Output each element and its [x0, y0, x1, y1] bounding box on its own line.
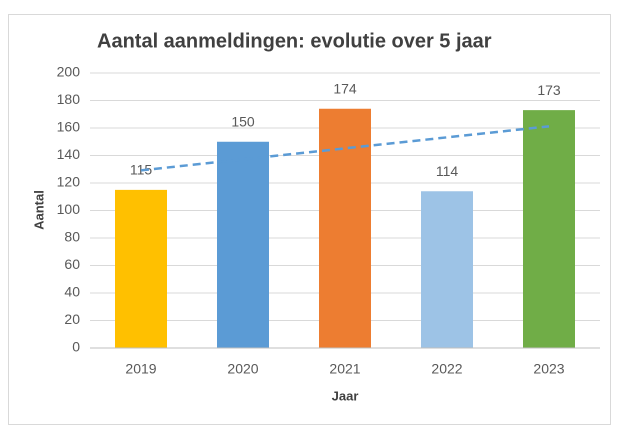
trendline	[140, 125, 550, 172]
y-tick-label: 60	[64, 256, 80, 272]
y-tick-label: 40	[64, 284, 80, 300]
y-tick-label: 20	[64, 311, 80, 327]
y-tick-label: 100	[57, 201, 81, 217]
x-tick-label: 2019	[125, 361, 156, 377]
y-tick-label: 80	[64, 229, 80, 245]
y-tick-label: 180	[57, 91, 81, 107]
chart-title: Aantal aanmeldingen: evolutie over 5 jaa…	[97, 30, 492, 52]
y-tick-label: 0	[72, 339, 80, 355]
data-label: 173	[537, 82, 561, 98]
x-tick-label: 2020	[227, 361, 258, 377]
x-tick-label: 2021	[329, 361, 360, 377]
y-tick-label: 140	[57, 146, 81, 162]
bar	[319, 108, 371, 348]
data-label: 150	[231, 113, 255, 129]
bar	[421, 191, 473, 348]
y-tick-label: 200	[57, 64, 81, 80]
y-tick-label: 160	[57, 119, 81, 135]
bar	[217, 141, 269, 348]
bar	[115, 189, 167, 348]
data-label: 174	[333, 80, 357, 96]
x-axis-title: Jaar	[332, 388, 359, 403]
chart-border	[8, 14, 611, 425]
x-tick-label: 2022	[431, 361, 462, 377]
x-tick-label: 2023	[533, 361, 564, 377]
y-tick-label: 120	[57, 174, 81, 190]
data-label: 114	[436, 163, 459, 179]
y-axis-title: Aantal	[31, 190, 46, 230]
bar	[523, 110, 575, 348]
